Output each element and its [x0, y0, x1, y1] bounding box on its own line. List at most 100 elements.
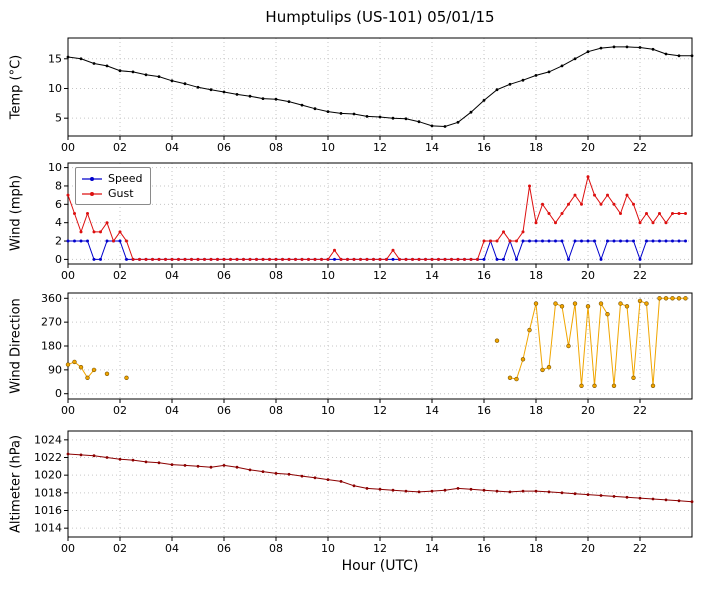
direction-marker	[91, 367, 97, 373]
gust-marker	[190, 257, 193, 261]
direction-marker	[507, 375, 513, 380]
y-tick-label: 8	[55, 179, 62, 192]
temp-marker	[651, 47, 655, 51]
gust-marker	[476, 257, 479, 261]
x-axis-label: Hour (UTC)	[341, 558, 419, 574]
speed-legend-label: Speed	[108, 172, 143, 185]
speed-marker	[391, 257, 395, 261]
speed-marker	[482, 257, 486, 261]
gust-marker	[651, 221, 655, 225]
gust-marker	[619, 212, 622, 215]
gust-marker	[164, 257, 167, 261]
speed-marker	[528, 239, 531, 243]
gust-marker	[528, 184, 531, 188]
gust-marker	[508, 239, 512, 243]
gust-legend-label: Gust	[108, 187, 134, 200]
altimeter-marker	[66, 452, 70, 456]
gust-marker	[346, 257, 349, 261]
wind-legend: Speed Gust	[75, 167, 152, 205]
altimeter-marker	[326, 478, 330, 481]
speed-marker	[560, 239, 564, 243]
temp-marker	[118, 69, 122, 73]
gust-marker	[118, 230, 122, 234]
gust-marker	[170, 257, 174, 261]
speed-marker	[534, 239, 538, 243]
altimeter-marker	[235, 465, 239, 469]
y-tick-label: 1022	[34, 451, 62, 464]
gust-marker	[684, 212, 687, 215]
altimeter-marker	[339, 480, 343, 483]
temp-marker	[196, 85, 200, 89]
speed-series-line	[68, 239, 686, 261]
speed-marker	[554, 239, 557, 243]
wind_direction-subplot: 00 02 04 06 08 10 12 14 16 18 20 22 0 90 180 270 360	[41, 292, 693, 417]
gust-marker	[294, 257, 297, 261]
direction-marker	[657, 296, 662, 301]
temp-marker	[235, 93, 239, 96]
temp-marker	[534, 74, 538, 77]
temp-marker	[404, 117, 408, 121]
y-tick-label: 90	[48, 363, 62, 376]
x-tick-label: 20	[581, 404, 595, 417]
gust-marker	[255, 257, 258, 261]
wind-axis-label: Wind (mph)	[8, 174, 24, 252]
speed-marker	[118, 239, 122, 243]
gust-marker	[456, 257, 460, 261]
direction-series-line	[67, 297, 686, 386]
direction-marker	[533, 301, 539, 306]
gust-marker	[495, 239, 499, 243]
gust-marker	[287, 257, 291, 261]
gust-marker	[671, 212, 674, 215]
x-tick-label: 22	[633, 542, 647, 555]
gust-marker	[99, 230, 102, 234]
gust-marker	[281, 257, 284, 261]
gust-marker	[339, 257, 343, 261]
x-tick-label: 20	[581, 141, 595, 154]
temp-marker	[222, 90, 226, 94]
x-tick-label: 02	[113, 141, 127, 154]
direction-marker	[644, 301, 649, 306]
temp-marker	[677, 54, 681, 58]
gust-marker	[66, 193, 70, 197]
gust-marker	[131, 257, 135, 261]
gust-marker	[372, 257, 375, 261]
gust-marker	[73, 212, 76, 215]
y-tick-label: 15	[48, 52, 62, 65]
gust-marker	[378, 257, 382, 261]
direction-marker	[104, 371, 110, 376]
temp-marker	[482, 99, 486, 102]
x-tick-label: 22	[633, 269, 647, 282]
altimeter-marker	[625, 495, 629, 499]
y-tick-label: 5	[55, 112, 62, 125]
gust-marker	[196, 257, 200, 261]
gust-marker	[229, 257, 232, 261]
altimeter-marker	[547, 490, 551, 494]
gust-marker	[209, 257, 213, 261]
x-tick-label: 16	[477, 141, 491, 154]
direction-marker	[520, 357, 526, 362]
gust-marker	[632, 202, 635, 206]
speed-marker	[99, 257, 102, 261]
gust-marker	[469, 257, 473, 261]
gust-marker	[313, 257, 317, 261]
temp-marker	[508, 82, 512, 86]
speed-marker	[638, 257, 642, 261]
gust-marker	[352, 257, 356, 261]
speed-marker	[125, 257, 128, 261]
gust-marker	[502, 230, 505, 234]
altimeter-marker	[92, 454, 96, 458]
temp-marker	[287, 100, 291, 103]
x-tick-label: 02	[113, 542, 127, 555]
speed-marker	[567, 257, 570, 261]
temp-marker	[495, 88, 499, 92]
x-tick-label: 04	[165, 141, 179, 154]
gust-marker	[430, 257, 434, 261]
gust-marker	[547, 212, 551, 215]
x-tick-label: 00	[61, 269, 75, 282]
gust-marker	[261, 257, 265, 261]
altimeter-marker	[638, 496, 642, 500]
legend-row-speed: Speed	[81, 171, 142, 186]
gust-marker	[450, 257, 453, 261]
gust-marker	[612, 202, 616, 206]
y-tick-label: 1020	[34, 469, 62, 482]
